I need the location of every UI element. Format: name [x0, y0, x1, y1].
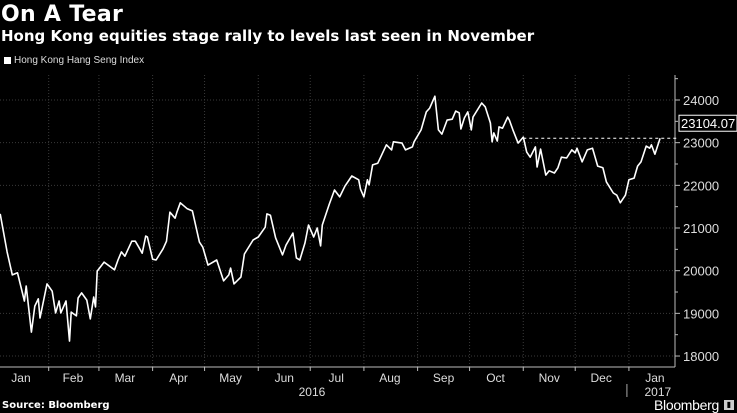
last-value-label: 23104.07	[681, 116, 735, 131]
y-tick-label: 23000	[683, 136, 719, 151]
y-tick-label: 18000	[683, 349, 719, 364]
x-tick-label: Mar	[115, 371, 136, 385]
x-tick-label: Feb	[63, 371, 84, 385]
series-line-hang-seng	[0, 95, 661, 342]
year-label: 2016	[299, 385, 326, 399]
y-tick-label: 20000	[683, 264, 719, 279]
x-tick-label: Sep	[433, 371, 455, 385]
year-label: 2017	[645, 385, 672, 399]
legend: Hong Kong Hang Seng Index	[4, 55, 144, 66]
legend-swatch	[4, 57, 11, 64]
last-value-box	[678, 114, 737, 132]
x-tick-label: Oct	[486, 371, 505, 385]
x-tick-label: Jan	[11, 371, 30, 385]
y-tick-label: 22000	[683, 178, 719, 193]
x-tick-label: May	[219, 371, 242, 385]
legend-label: Hong Kong Hang Seng Index	[14, 55, 145, 66]
x-tick-label: Jan	[645, 371, 664, 385]
x-tick-label: Aug	[379, 371, 400, 385]
x-tick-label: Apr	[169, 371, 188, 385]
source-note: Source: Bloomberg	[2, 400, 110, 411]
x-tick-label: Dec	[591, 371, 612, 385]
bloomberg-terminal-icon: ▮	[724, 400, 734, 410]
y-tick-label: 21000	[683, 221, 719, 236]
chart-title: On A Tear	[1, 2, 124, 27]
x-tick-label: Jul	[329, 371, 344, 385]
x-tick-label: Nov	[539, 371, 560, 385]
y-tick-label: 19000	[683, 306, 719, 321]
y-tick-label: 24000	[683, 93, 719, 108]
chart-subtitle: Hong Kong equities stage rally to levels…	[1, 27, 535, 45]
x-tick-label: Jun	[275, 371, 294, 385]
bloomberg-logo: Bloomberg	[653, 397, 719, 413]
